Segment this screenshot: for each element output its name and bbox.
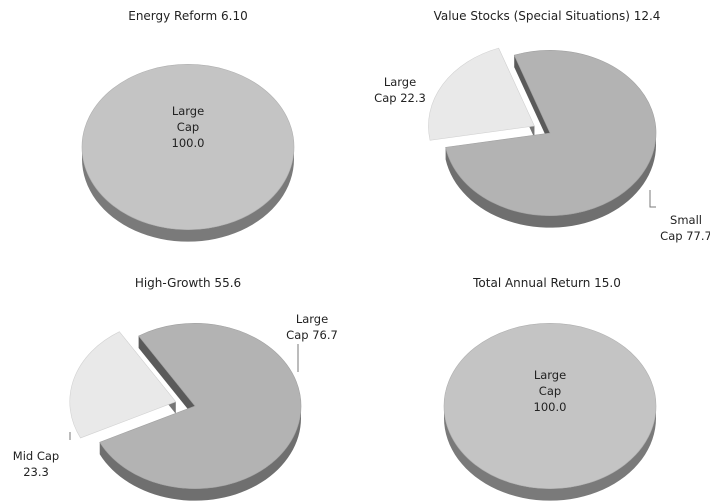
slice-label-line: Large <box>534 368 566 382</box>
slice-label: Mid Cap 23.3 <box>13 449 59 479</box>
slice-label-line: Cap 22.3 <box>374 91 426 105</box>
slice-label-line: Small <box>670 213 702 227</box>
pie-slice-wall <box>138 335 195 418</box>
slice-label-line: Large <box>296 312 328 326</box>
slice-label-line: Mid Cap <box>13 449 59 463</box>
chart-title: Energy Reform 6.10 <box>128 9 248 23</box>
slice-label-line: Cap <box>177 120 199 134</box>
chart-title: High-Growth 55.6 <box>135 276 241 290</box>
pie-slice <box>428 47 535 141</box>
slice-label-line: Large <box>384 75 416 89</box>
pie-chart-high-growth: High-Growth 55.6 Mid Cap 23.3 Large Cap 76.… <box>13 276 338 501</box>
slice-label-line: 23.3 <box>23 465 49 479</box>
slice-label: Large Cap 100.0 <box>172 104 205 150</box>
pie-slice <box>443 323 657 489</box>
slice-label-line: Large <box>172 104 204 118</box>
pie-slice <box>99 323 302 489</box>
pie-chart-total-annual-return: Total Annual Return 15.0 Large Cap 100.0 <box>443 276 657 501</box>
slice-label: Large Cap 76.7 <box>286 312 338 342</box>
chart-title: Total Annual Return 15.0 <box>472 276 621 290</box>
pie-slice <box>445 50 657 216</box>
pie-chart-value-stocks: Value Stocks (Special Situations) 12.4 L… <box>374 9 710 243</box>
slice-label-line: Cap <box>539 384 561 398</box>
chart-title: Value Stocks (Special Situations) 12.4 <box>434 9 661 23</box>
slice-label: Small Cap 77.7 <box>660 213 710 243</box>
slice-label: Large Cap 100.0 <box>534 368 567 414</box>
pie-slice <box>69 331 177 439</box>
pie-slice-side <box>99 406 301 501</box>
slice-label-line: Cap 76.7 <box>286 328 338 342</box>
slice-label-line: Cap 77.7 <box>660 229 710 243</box>
pie-slice-wall <box>514 55 550 146</box>
pie-slice <box>81 64 295 230</box>
slice-label-line: 100.0 <box>534 400 567 414</box>
slice-label: Large Cap 22.3 <box>374 75 426 105</box>
pie-chart-energy-reform: Energy Reform 6.10 Large Cap 100.0 <box>81 9 295 242</box>
leader-line <box>649 190 656 208</box>
slice-label-line: 100.0 <box>172 136 205 150</box>
